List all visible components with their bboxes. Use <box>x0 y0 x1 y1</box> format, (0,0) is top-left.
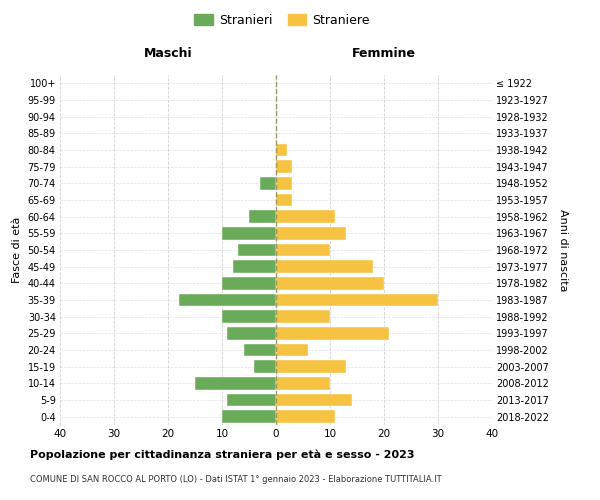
Bar <box>276 327 389 340</box>
Bar <box>222 277 276 289</box>
Bar <box>179 294 276 306</box>
Legend: Stranieri, Straniere: Stranieri, Straniere <box>189 8 375 32</box>
Bar <box>276 210 335 223</box>
Bar <box>276 344 308 356</box>
Bar <box>276 410 335 423</box>
Text: Maschi: Maschi <box>143 47 193 60</box>
Bar <box>276 394 352 406</box>
Y-axis label: Fasce di età: Fasce di età <box>12 217 22 283</box>
Bar <box>276 244 330 256</box>
Bar <box>222 227 276 239</box>
Bar <box>276 144 287 156</box>
Bar <box>276 160 292 173</box>
Bar <box>227 394 276 406</box>
Bar <box>276 194 292 206</box>
Bar <box>276 277 384 289</box>
Bar <box>249 210 276 223</box>
Text: COMUNE DI SAN ROCCO AL PORTO (LO) - Dati ISTAT 1° gennaio 2023 - Elaborazione TU: COMUNE DI SAN ROCCO AL PORTO (LO) - Dati… <box>30 475 442 484</box>
Bar <box>195 377 276 390</box>
Bar <box>222 310 276 323</box>
Bar <box>276 260 373 273</box>
Text: Femmine: Femmine <box>352 47 416 60</box>
Bar <box>276 310 330 323</box>
Y-axis label: Anni di nascita: Anni di nascita <box>557 208 568 291</box>
Bar <box>222 410 276 423</box>
Bar <box>227 327 276 340</box>
Bar <box>244 344 276 356</box>
Bar <box>276 177 292 190</box>
Bar <box>238 244 276 256</box>
Bar <box>260 177 276 190</box>
Bar <box>276 360 346 373</box>
Bar <box>276 294 438 306</box>
Bar <box>254 360 276 373</box>
Bar <box>233 260 276 273</box>
Bar <box>276 227 346 239</box>
Text: Popolazione per cittadinanza straniera per età e sesso - 2023: Popolazione per cittadinanza straniera p… <box>30 450 415 460</box>
Bar <box>276 377 330 390</box>
